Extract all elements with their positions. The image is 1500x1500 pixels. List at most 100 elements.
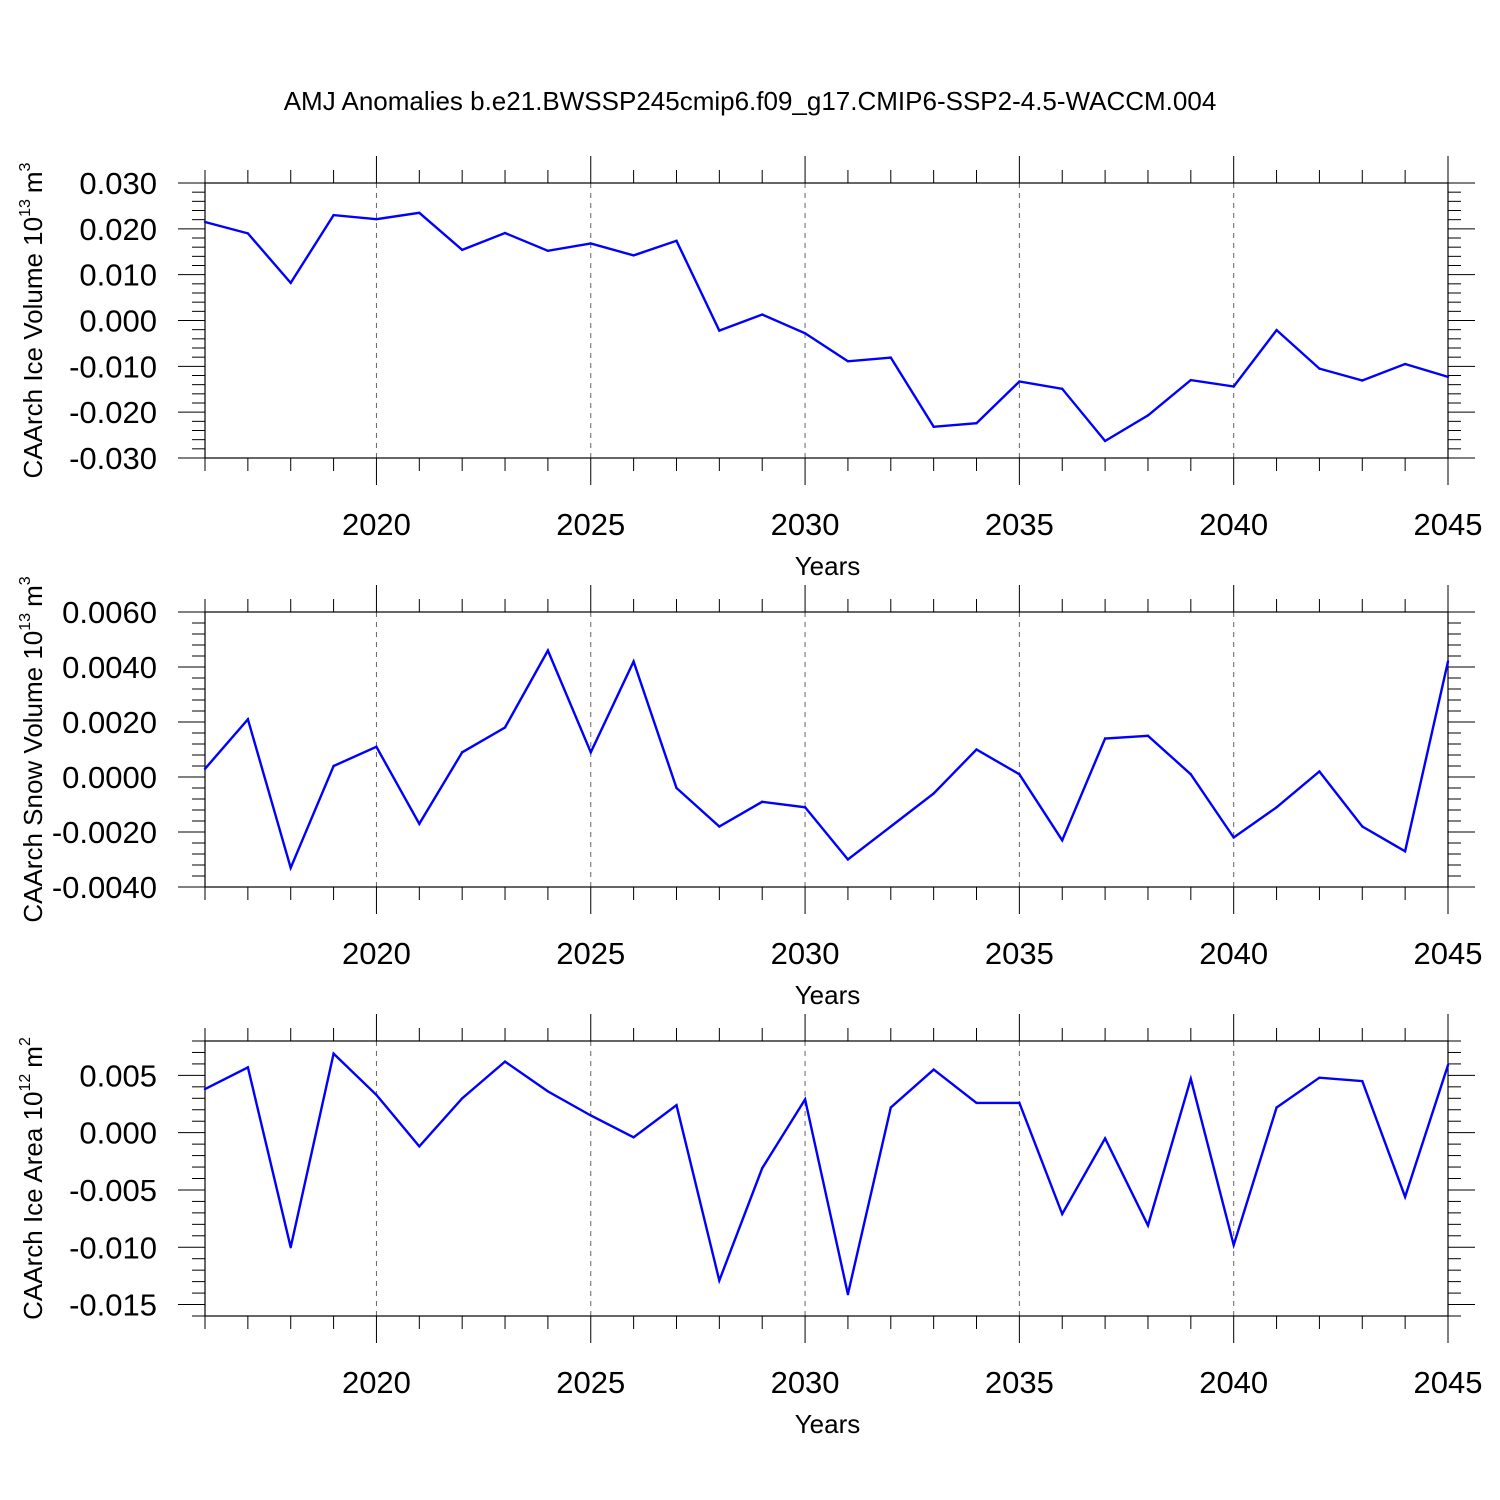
data-point (675, 1103, 678, 1107)
data-point (718, 825, 721, 828)
data-point (1103, 737, 1107, 740)
data-point (503, 1060, 507, 1063)
data-point (1018, 1101, 1021, 1105)
data-point (503, 726, 507, 729)
data-point (975, 748, 978, 751)
data-point (1275, 806, 1278, 809)
data-point (418, 211, 421, 214)
data-point (1446, 660, 1450, 663)
y-tick-label: -0.030 (69, 441, 157, 476)
plot-frame (204, 182, 1449, 459)
x-tick-label: 2045 (1414, 507, 1483, 542)
data-point (1103, 1137, 1107, 1140)
data-point (289, 1246, 292, 1249)
data-point (1403, 850, 1407, 853)
data-point (332, 764, 335, 768)
data-point (632, 660, 635, 663)
data-point (1018, 380, 1021, 383)
data-point (1318, 770, 1321, 773)
data-point (246, 718, 250, 721)
data-point (675, 786, 678, 790)
plot-frame (204, 1040, 1449, 1317)
data-point (632, 254, 635, 257)
x-tick-label: 2025 (556, 507, 625, 542)
data-point (1189, 773, 1193, 776)
data-point (203, 220, 207, 224)
x-tick-label: 2045 (1414, 936, 1483, 971)
y-axis-label-unit: m (18, 585, 48, 607)
x-tick-label: 2045 (1414, 1365, 1483, 1400)
data-point (375, 218, 378, 221)
y-axis-label-text: CAArch Snow Volume 10 (18, 631, 48, 923)
x-tick-label: 2020 (342, 507, 411, 542)
panel-2: -0.0040 -0.0020 0.0000 0.0020 0.0040 0.0060 20… (17, 576, 1482, 1010)
data-point (1446, 1063, 1450, 1067)
data-point (546, 649, 550, 652)
x-tick-label: 2040 (1199, 936, 1268, 971)
y-tick-label: 0.030 (79, 166, 157, 201)
data-point (1232, 385, 1235, 388)
data-point (332, 213, 335, 217)
x-tick-label: 2030 (771, 507, 840, 542)
data-point (1103, 439, 1107, 443)
data-point (418, 1145, 421, 1148)
y-tick-label: -0.010 (69, 349, 157, 384)
data-point (675, 239, 678, 242)
y-axis-label-unit: m (18, 1046, 48, 1068)
x-tick-label: 2030 (771, 1365, 840, 1400)
data-point (1018, 773, 1021, 776)
y-axis-label: CAArch Ice Area 1012 m2 (17, 1037, 48, 1320)
y-axis-label-unit-exponent: 3 (17, 162, 34, 171)
data-point (846, 858, 850, 861)
data-point (375, 745, 378, 748)
data-point (932, 425, 935, 429)
data-point (889, 825, 892, 828)
panel-1: -0.030 -0.020 -0.010 0.000 0.010 0.020 0.030 20… (17, 156, 1482, 581)
data-point (1446, 375, 1450, 379)
y-tick-label: -0.0040 (52, 870, 157, 905)
data-point (975, 1101, 978, 1105)
y-tick-label: 0.000 (79, 1116, 157, 1151)
data-point (1361, 1079, 1364, 1083)
data-point (718, 329, 721, 332)
data-point (1275, 328, 1278, 332)
data-point (975, 421, 978, 425)
data-point (932, 1068, 935, 1071)
x-tick-label: 2020 (342, 936, 411, 971)
y-tick-label: 0.020 (79, 212, 157, 247)
y-tick-label: 0.000 (79, 304, 157, 339)
y-axis-label: CAArch Snow Volume 1013 m3 (17, 576, 48, 922)
data-point (803, 1098, 807, 1101)
data-point (1189, 1077, 1193, 1081)
data-point (632, 1136, 635, 1139)
data-point (203, 1087, 207, 1091)
data-point (1232, 836, 1235, 839)
y-tick-label: 0.005 (79, 1058, 157, 1093)
data-point (1361, 825, 1364, 828)
data-point (1146, 414, 1150, 417)
data-point (460, 751, 464, 754)
y-axis-label-text: CAArch Ice Volume 10 (18, 217, 48, 479)
data-point (246, 1066, 250, 1069)
x-axis-label: Years (795, 1409, 861, 1439)
x-tick-label: 2025 (556, 1365, 625, 1400)
data-point (1403, 1195, 1407, 1199)
series-line (204, 1051, 1450, 1295)
data-point (1403, 362, 1407, 366)
x-tick-label: 2035 (985, 1365, 1054, 1400)
data-point (1232, 1243, 1235, 1247)
data-point (846, 1293, 850, 1296)
data-point (289, 281, 292, 285)
data-point (803, 806, 807, 809)
y-tick-label: 0.0060 (62, 595, 157, 630)
data-point (503, 231, 507, 235)
data-point (460, 1097, 464, 1100)
series-line (204, 647, 1450, 872)
y-tick-label: -0.010 (69, 1230, 157, 1265)
data-point (1361, 379, 1364, 382)
data-point (589, 242, 592, 245)
y-tick-label: -0.0020 (52, 815, 157, 850)
x-tick-label: 2040 (1199, 507, 1268, 542)
data-point (332, 1052, 335, 1055)
data-point (203, 767, 207, 770)
